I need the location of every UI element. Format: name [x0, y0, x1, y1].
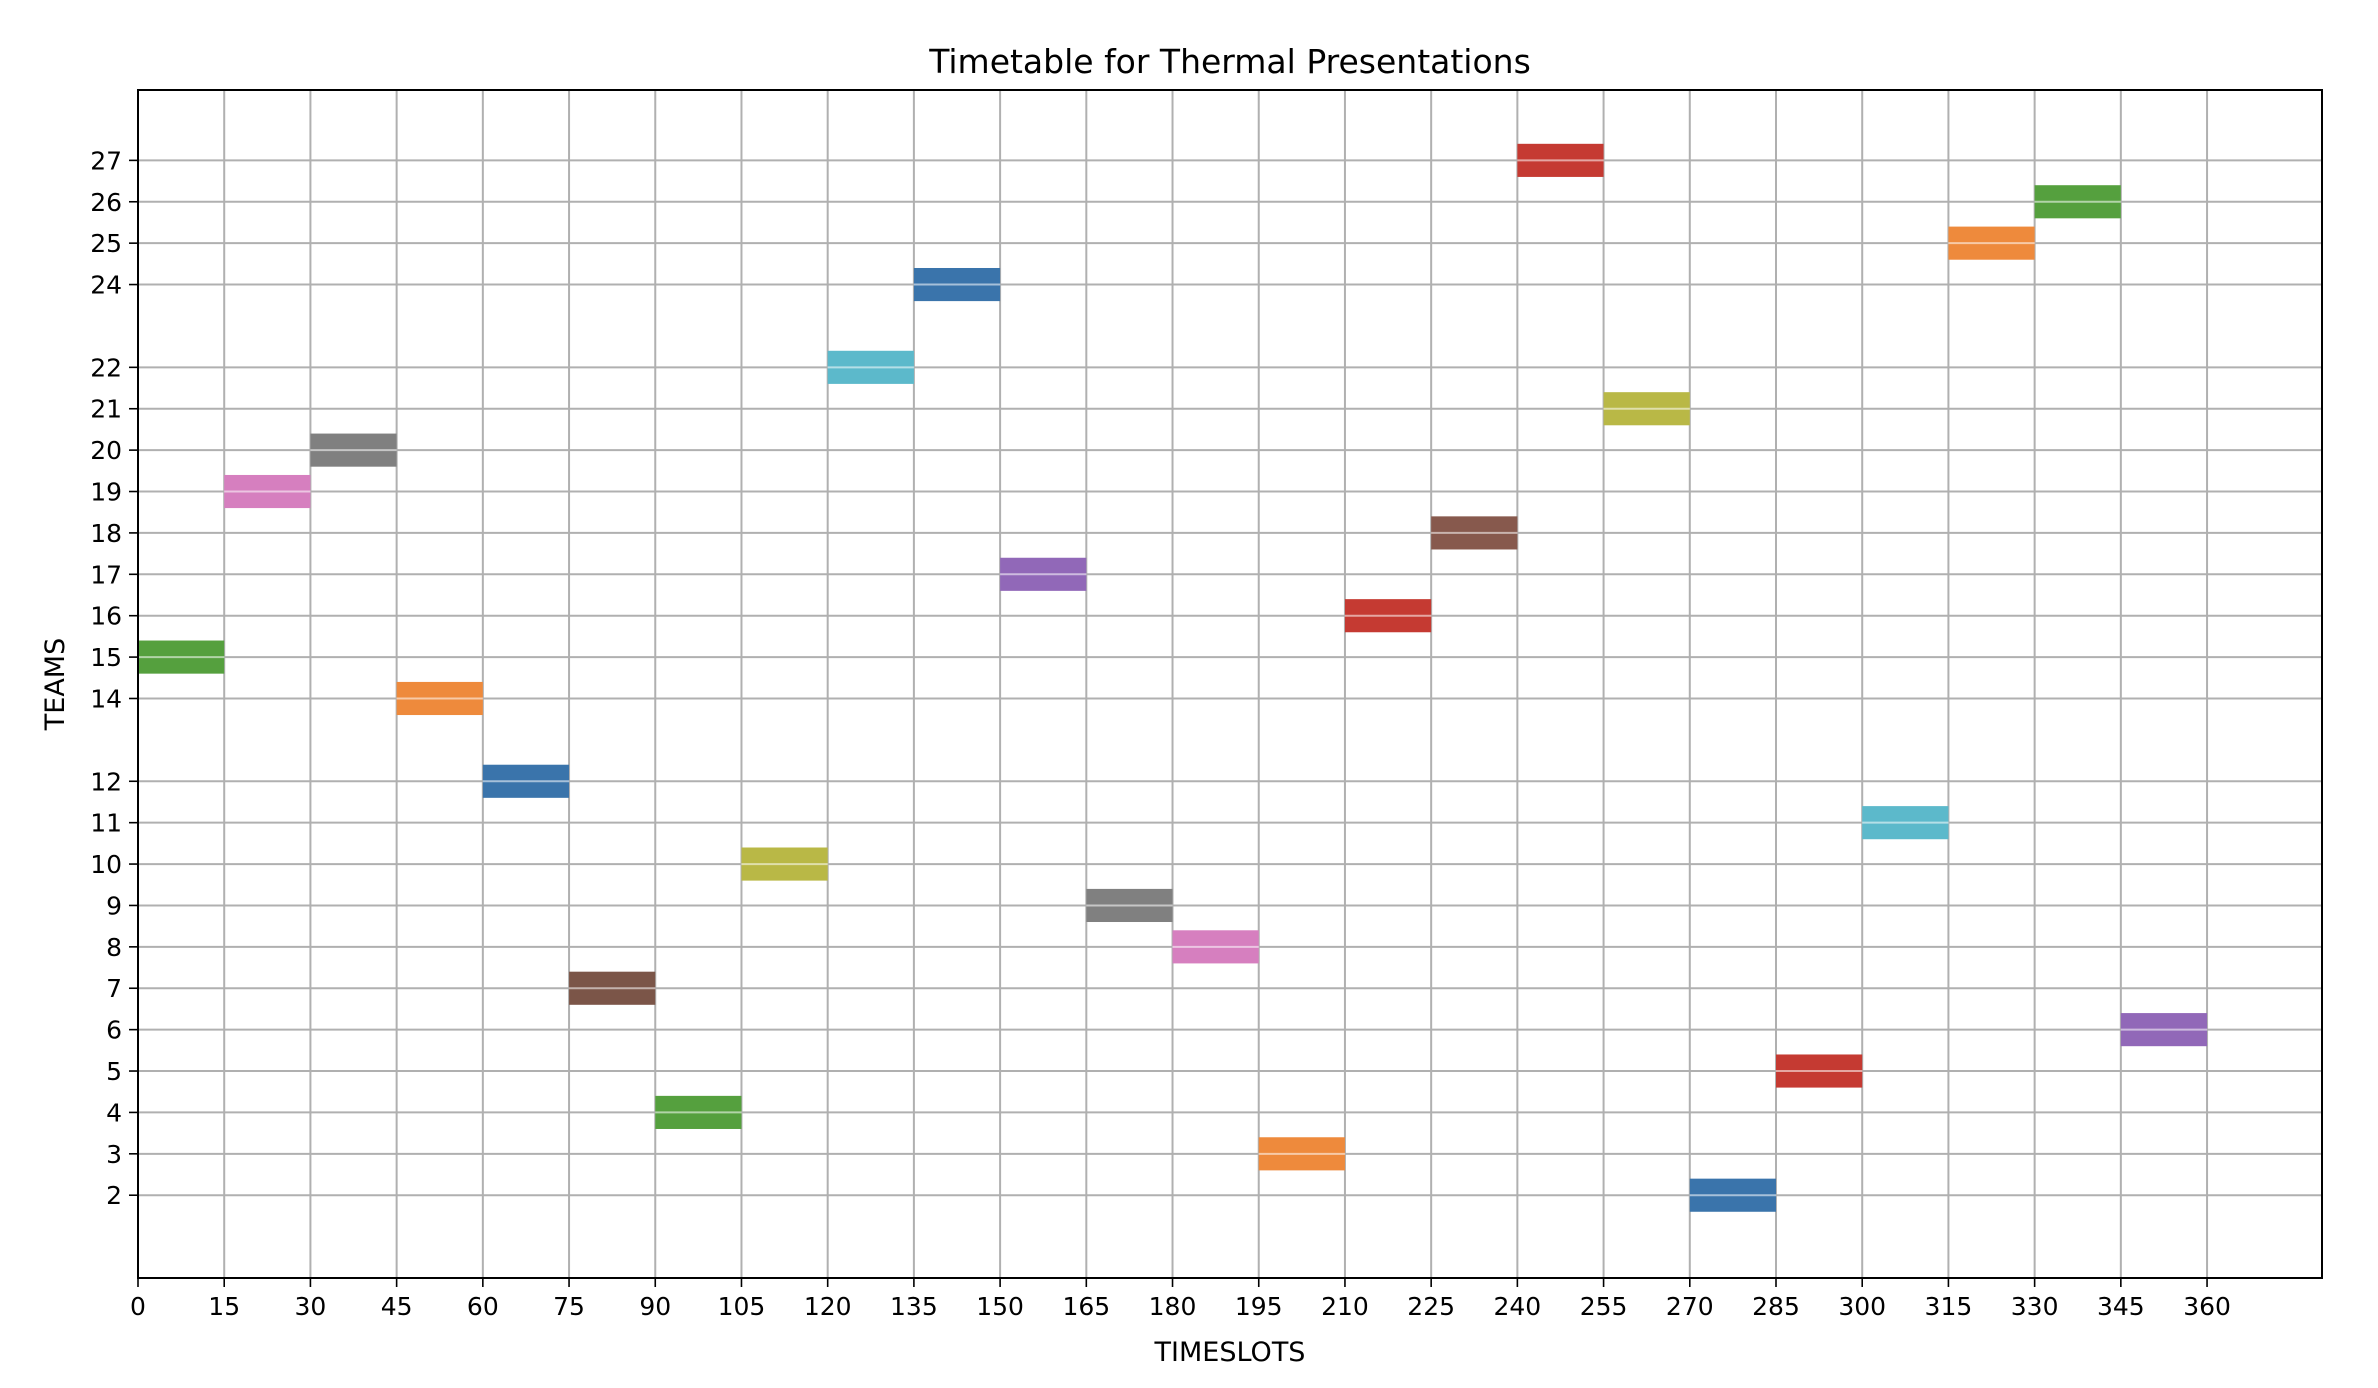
bars — [138, 143, 2208, 1212]
y-tick-label: 21 — [90, 395, 122, 424]
y-tick-label: 26 — [90, 188, 122, 217]
x-tick-label: 105 — [718, 1292, 766, 1321]
y-tick-label: 8 — [106, 933, 122, 962]
y-tick-label: 18 — [90, 519, 122, 548]
y-tick-label: 16 — [90, 602, 122, 631]
x-tick-label: 165 — [1062, 1292, 1110, 1321]
y-tick-label: 17 — [90, 560, 122, 589]
y-tick-label: 22 — [90, 353, 122, 382]
y-tick-label: 27 — [90, 146, 122, 175]
x-tick-label: 75 — [553, 1292, 585, 1321]
y-tick-label: 9 — [106, 891, 122, 920]
y-tick-label: 2 — [106, 1181, 122, 1210]
x-tick-label: 300 — [1838, 1292, 1886, 1321]
x-tick-label: 240 — [1494, 1292, 1542, 1321]
x-tick-label: 225 — [1407, 1292, 1455, 1321]
y-tick-label: 24 — [90, 271, 122, 300]
x-axis-label: TIMESLOTS — [1154, 1337, 1306, 1368]
x-tick-label: 255 — [1580, 1292, 1628, 1321]
y-tick-label: 7 — [106, 974, 122, 1003]
chart-title: Timetable for Thermal Presentations — [928, 42, 1531, 81]
y-tick-label: 12 — [90, 767, 122, 796]
y-tick-label: 14 — [90, 684, 122, 713]
x-tick-label: 15 — [208, 1292, 240, 1321]
y-tick-label: 25 — [90, 229, 122, 258]
x-tick-label: 315 — [1925, 1292, 1973, 1321]
x-tick-label: 30 — [295, 1292, 327, 1321]
y-tick-label: 10 — [90, 850, 122, 879]
plot-frame — [137, 89, 2323, 1279]
x-tick-label: 195 — [1235, 1292, 1283, 1321]
y-tick-label: 3 — [106, 1140, 122, 1169]
x-tick-label: 150 — [976, 1292, 1024, 1321]
y-tick-label: 15 — [90, 643, 122, 672]
y-tick-label: 20 — [90, 436, 122, 465]
x-tick-label: 180 — [1149, 1292, 1197, 1321]
x-tick-label: 120 — [804, 1292, 852, 1321]
x-tick-label: 360 — [2183, 1292, 2231, 1321]
x-tick-label: 0 — [130, 1292, 146, 1321]
y-axis-ticks: 2 3 4 5 6 7 8 9 10 11 12 14 15 16 17 18 19 20 21 22 24 25 26 27 — [90, 146, 138, 1210]
y-tick-label: 11 — [90, 809, 122, 838]
x-tick-label: 210 — [1321, 1292, 1369, 1321]
x-tick-label: 330 — [2011, 1292, 2059, 1321]
y-tick-label: 4 — [106, 1098, 122, 1127]
x-tick-label: 345 — [2097, 1292, 2145, 1321]
y-axis-label: TEAMS — [40, 638, 71, 731]
y-tick-label: 5 — [106, 1057, 122, 1086]
x-tick-label: 60 — [467, 1292, 499, 1321]
x-tick-label: 285 — [1752, 1292, 1800, 1321]
x-tick-label: 135 — [890, 1292, 938, 1321]
x-axis-ticks: 0 15 30 45 60 75 90 105 120 135 150 165 180 195 210 225… — [130, 1278, 2231, 1321]
x-tick-label: 270 — [1666, 1292, 1714, 1321]
y-tick-label: 6 — [106, 1016, 122, 1045]
x-tick-label: 90 — [639, 1292, 671, 1321]
x-tick-label: 45 — [381, 1292, 413, 1321]
y-tick-label: 19 — [90, 478, 122, 507]
